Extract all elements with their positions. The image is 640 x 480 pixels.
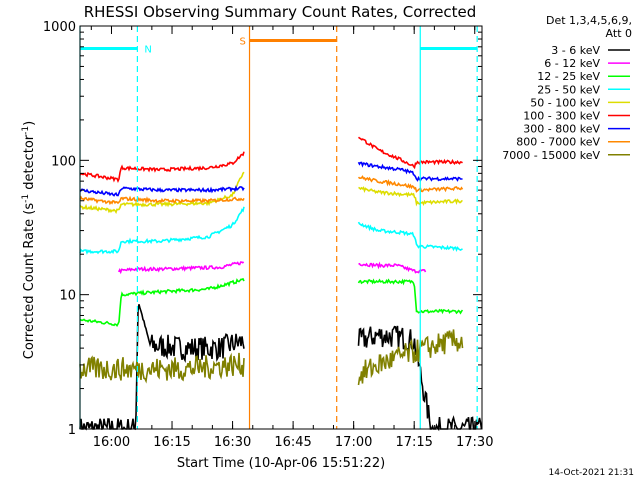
- legend-label-12-25-kev: 12 - 25 keV: [537, 70, 600, 83]
- flag-label-s: S: [240, 36, 246, 47]
- legend-label-3-6-kev: 3 - 6 keV: [551, 44, 600, 57]
- series-800-7000-kev-segment-1: [79, 195, 245, 206]
- series-100-300-kev-segment-2: [358, 136, 463, 170]
- series-25-50-kev-segment-2: [357, 221, 463, 253]
- series-50-100-kev-segment-2: [358, 186, 463, 207]
- x-tick-label: 16:45: [274, 435, 311, 450]
- legend-label-100-300-kev: 100 - 300 keV: [523, 110, 600, 123]
- series-6-12-kev-segment-2: [358, 261, 427, 274]
- series-12-25-kev-segment-1: [79, 277, 245, 327]
- x-tick-label: 16:15: [153, 435, 190, 450]
- chart-title: RHESSI Observing Summary Count Rates, Co…: [84, 3, 477, 21]
- y-axis-label: Corrected Count Rate (s-1 detector-1): [21, 121, 37, 359]
- plot-area: [79, 136, 483, 432]
- x-tick-label: 17:00: [335, 435, 372, 450]
- x-tick-label: 17:15: [395, 435, 432, 450]
- series-300-800-kev-segment-1: [79, 185, 245, 197]
- x-tick-label: 16:30: [214, 435, 251, 450]
- x-tick-label: 16:00: [93, 435, 130, 450]
- footer-date: 14-Oct-2021 21:31: [549, 468, 634, 478]
- series-100-300-kev-segment-1: [79, 151, 245, 184]
- legend-label-50-100-kev: 50 - 100 keV: [530, 96, 600, 109]
- legend-label-6-12-kev: 6 - 12 keV: [544, 57, 600, 70]
- series-6-12-kev-segment-1: [117, 261, 245, 275]
- x-tick-label: 17:30: [456, 435, 493, 450]
- legend-label-300-800-kev: 300 - 800 keV: [523, 123, 600, 136]
- flag-label-n: N: [144, 44, 151, 55]
- series-800-7000-kev-segment-2: [357, 175, 464, 193]
- series-3-6-kev-segment-1: [79, 304, 245, 431]
- legend-label-7000-15000-kev: 7000 - 15000 keV: [502, 149, 600, 162]
- legend-header-line2: Att 0: [606, 27, 632, 40]
- legend-label-25-50-kev: 25 - 50 keV: [537, 83, 600, 96]
- series-50-100-kev-segment-1: [79, 171, 245, 215]
- series-12-25-kev-segment-2: [357, 278, 464, 315]
- series-7000-15000-kev-segment-2: [357, 329, 464, 386]
- x-axis-label: Start Time (10-Apr-06 15:51:22): [177, 456, 385, 471]
- y-tick-label: 1000: [43, 20, 76, 35]
- series-300-800-kev-segment-2: [357, 161, 463, 182]
- axes: 1 10 100 1000 16:00 16:15 16:30 16:45 17:00 17:15…: [43, 20, 494, 450]
- y-tick-label: 1: [68, 423, 76, 438]
- y-tick-label: 10: [59, 289, 76, 304]
- legend-label-800-7000-kev: 800 - 7000 keV: [516, 136, 600, 149]
- series-25-50-kev-segment-1: [79, 206, 245, 255]
- legend-header-line1: Det 1,3,4,5,6,9,: [546, 14, 632, 27]
- series-7000-15000-kev-segment-1: [79, 352, 245, 384]
- plot-frame: [79, 25, 483, 430]
- y-tick-label: 100: [51, 154, 76, 169]
